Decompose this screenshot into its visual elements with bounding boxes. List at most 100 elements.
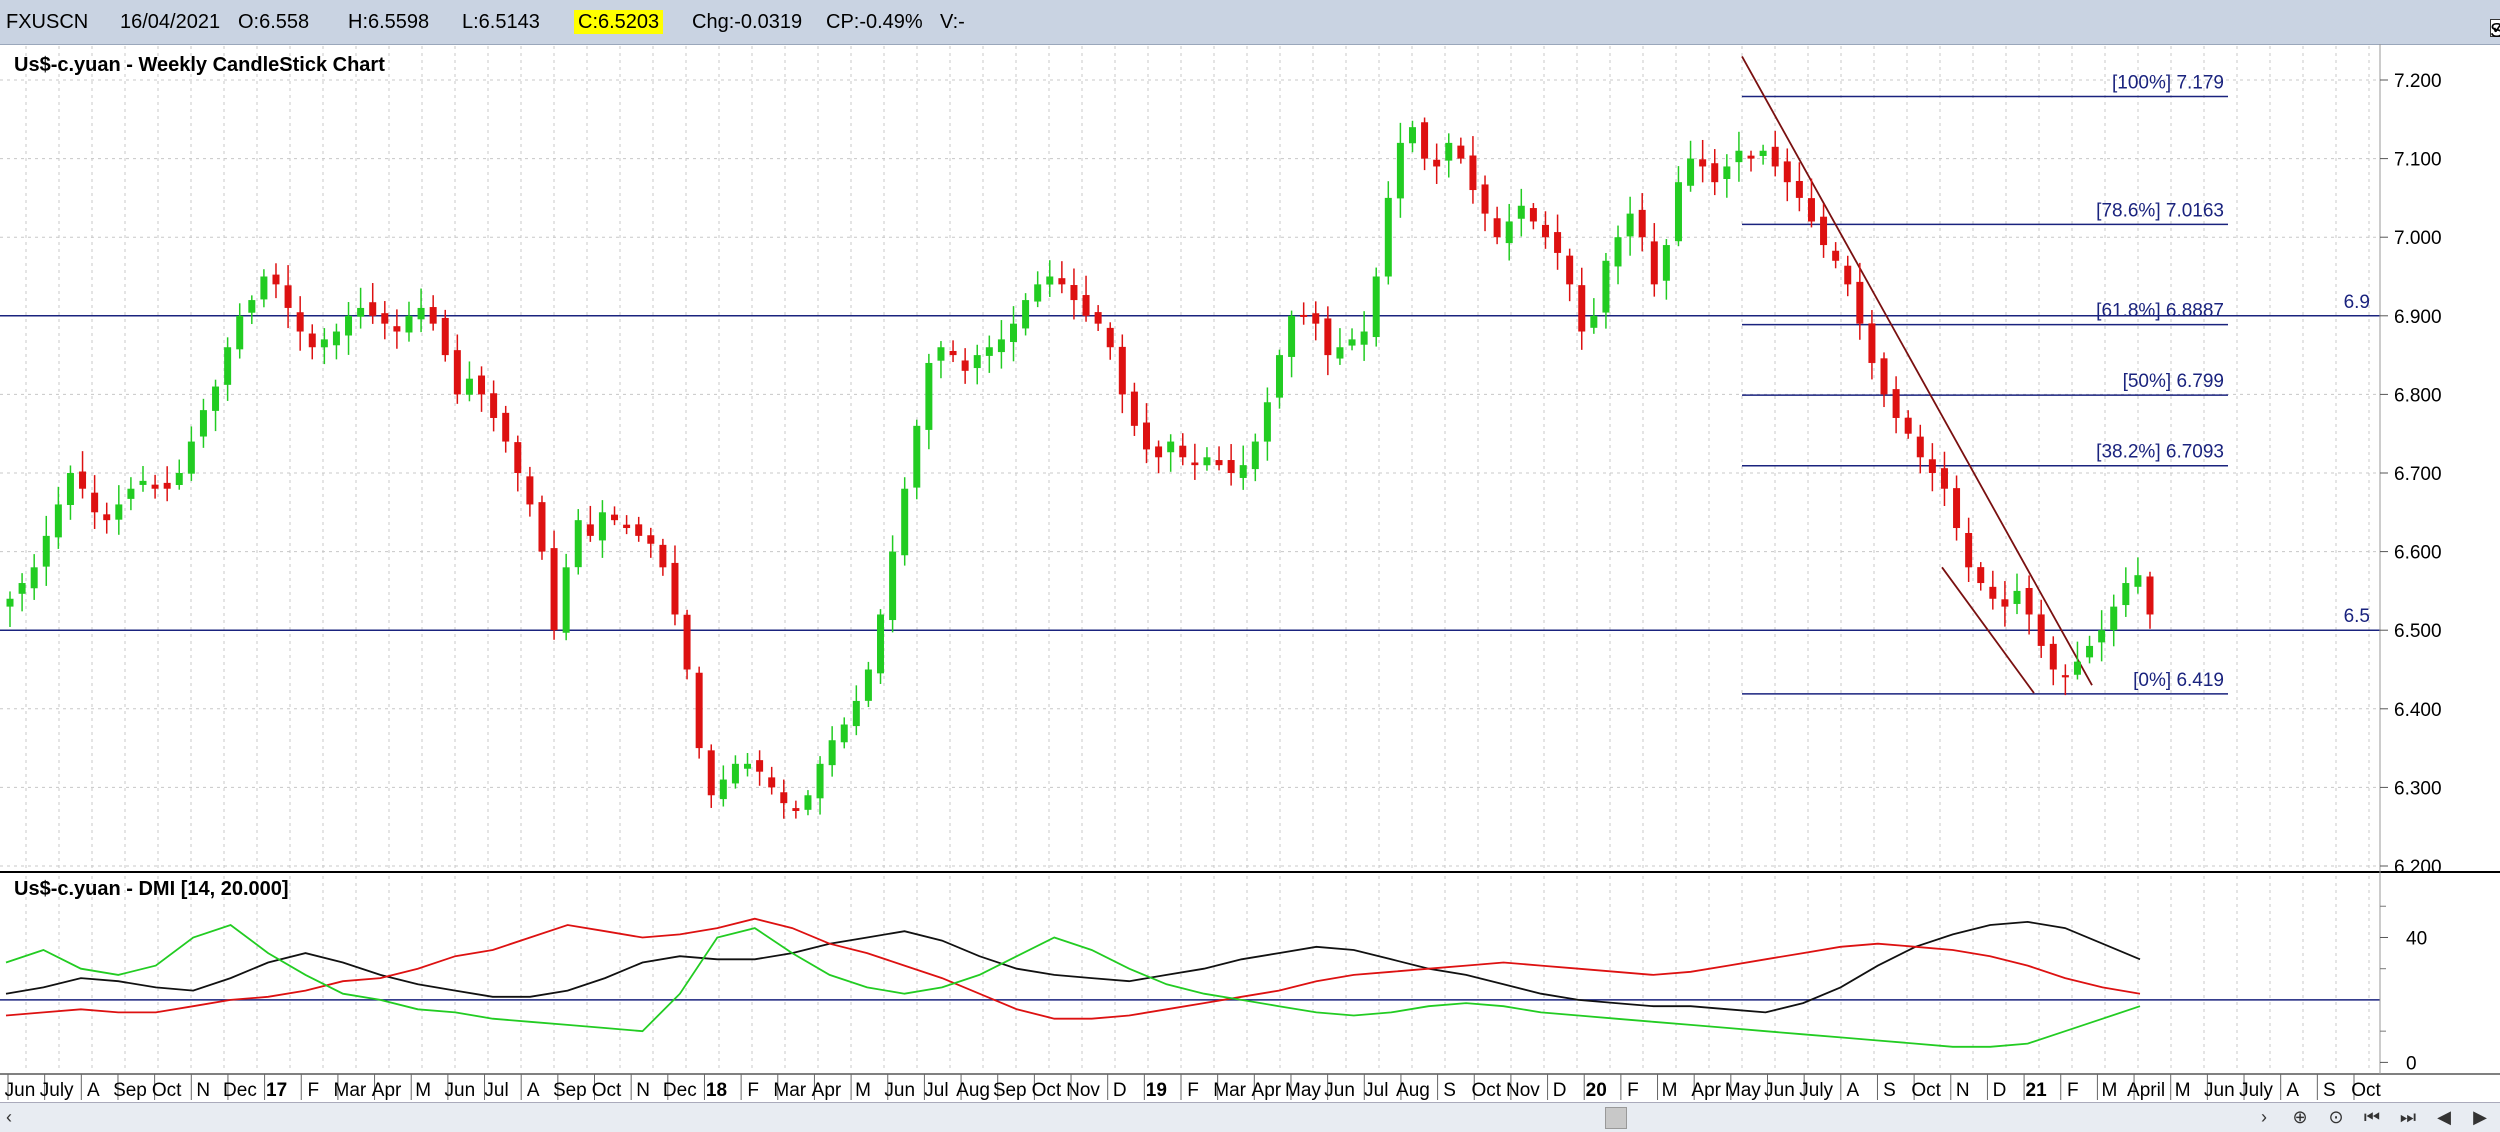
- candle-body: [1130, 391, 1138, 426]
- x-tick-label: Jun: [1324, 1080, 1355, 1101]
- first-page-icon[interactable]: ⏮: [2363, 1106, 2381, 1127]
- candle-body: [1832, 250, 1840, 261]
- zoom-icon[interactable]: ⊕: [2292, 1106, 2308, 1127]
- candle-body: [1735, 150, 1743, 163]
- candle-body: [538, 502, 546, 552]
- scroll-left-icon[interactable]: ‹: [6, 1107, 12, 1127]
- candle-body: [1263, 402, 1271, 442]
- x-tick-label: July: [2239, 1080, 2273, 1101]
- x-tick-label: Mar: [773, 1080, 806, 1101]
- x-tick-label: Jun: [2204, 1080, 2235, 1101]
- candle-body: [1953, 488, 1961, 529]
- candle-body: [1046, 276, 1054, 285]
- candle-body: [1977, 567, 1985, 584]
- candle-body: [1433, 159, 1441, 167]
- candle-body: [1481, 184, 1489, 214]
- x-tick-label: 21: [2026, 1080, 2048, 1101]
- close-label: C:6.5203: [574, 10, 664, 34]
- candle-body: [1723, 166, 1731, 180]
- candle-body: [42, 535, 50, 567]
- candlestick-series: [6, 117, 2154, 819]
- x-tick-label: 17: [266, 1080, 287, 1101]
- candle-body: [550, 548, 558, 631]
- candle-body: [54, 504, 62, 538]
- last-page-icon[interactable]: ⏭: [2399, 1106, 2417, 1127]
- candle-body: [828, 740, 836, 766]
- candle-body: [79, 471, 87, 489]
- candle-body: [1360, 331, 1368, 345]
- x-tick-label: Jul: [1364, 1080, 1388, 1101]
- candle-body: [2122, 583, 2130, 606]
- prev-icon[interactable]: ◀: [2437, 1106, 2451, 1127]
- x-tick-label: Sep: [113, 1080, 147, 1101]
- y-tick-label: 6.600: [2394, 543, 2442, 564]
- candle-body: [707, 750, 715, 796]
- candle-body: [127, 488, 135, 499]
- x-tick-label: Apr: [1691, 1080, 1721, 1101]
- candle-body: [1541, 224, 1549, 238]
- candle-body: [611, 514, 619, 521]
- candle-body: [768, 777, 776, 788]
- dmi-series-line-0: [5, 920, 2141, 1014]
- x-tick-label: S: [1443, 1080, 1456, 1101]
- candle-body: [1227, 460, 1235, 473]
- candle-body: [1372, 276, 1380, 338]
- candle-body: [163, 482, 171, 489]
- candle-body: [671, 562, 679, 615]
- candle-body: [1493, 218, 1501, 238]
- y-tick-label: 7.000: [2394, 228, 2442, 249]
- trend-line-upper: [1741, 55, 2093, 686]
- x-tick-label: F: [1627, 1080, 1639, 1101]
- scroll-bar[interactable]: ‹ › ⊕ ⊙ ⏮ ⏭ ◀ ▶: [0, 1102, 2500, 1132]
- candle-body: [2013, 590, 2021, 604]
- candle-body: [804, 795, 812, 810]
- y-tick-label: 6.400: [2394, 700, 2442, 721]
- candle-body: [514, 442, 522, 473]
- candle-body: [1336, 347, 1344, 359]
- candle-body: [1989, 586, 1997, 599]
- x-tick-label: Jul: [484, 1080, 508, 1101]
- show-last-label: Show Last: [2490, 20, 2500, 42]
- dmi-series-line-2: [5, 923, 2141, 1048]
- fib-level-label: [0%] 6.419: [2133, 670, 2224, 691]
- fit-icon[interactable]: ⊙: [2328, 1106, 2344, 1127]
- date-label: 16/04/2021: [120, 11, 221, 33]
- candle-body: [151, 484, 159, 489]
- x-tick-label: Dec: [663, 1080, 697, 1101]
- candle-body: [562, 567, 570, 633]
- candle-body: [2146, 576, 2154, 615]
- candle-body: [1904, 417, 1912, 434]
- scroll-right-icon[interactable]: ›: [2261, 1106, 2267, 1127]
- candle-body: [1251, 441, 1259, 470]
- show-last-checkbox[interactable]: ✓: [2490, 17, 2500, 39]
- candle-body: [1820, 216, 1828, 246]
- x-tick-label: July: [40, 1080, 74, 1101]
- change-label: Chg:-0.0319: [692, 11, 803, 33]
- candle-body: [1626, 213, 1634, 237]
- candle-body: [1082, 295, 1090, 316]
- volume-label: V:-: [940, 11, 965, 33]
- candle-body: [187, 441, 195, 474]
- candle-body: [1505, 221, 1513, 244]
- x-tick-label: A: [1846, 1080, 1859, 1101]
- candle-body: [115, 504, 123, 520]
- candle-body: [30, 567, 38, 589]
- candle-body: [574, 520, 582, 568]
- candle-body: [1868, 323, 1876, 363]
- candle-body: [913, 425, 921, 488]
- x-tick-label: S: [2323, 1080, 2336, 1101]
- x-tick-label: A: [527, 1080, 540, 1101]
- scroll-thumb[interactable]: [1605, 1107, 1627, 1129]
- candle-body: [357, 307, 365, 317]
- candle-body: [586, 524, 594, 536]
- x-tick-label: Nov: [1066, 1080, 1100, 1101]
- candle-body: [647, 535, 655, 544]
- candle-body: [212, 386, 220, 411]
- candle-body: [598, 512, 606, 541]
- candle-body: [997, 339, 1005, 353]
- candle-body: [1795, 180, 1803, 198]
- x-tick-label: April: [2127, 1080, 2165, 1101]
- candle-body: [490, 393, 498, 418]
- next-icon[interactable]: ▶: [2473, 1106, 2487, 1127]
